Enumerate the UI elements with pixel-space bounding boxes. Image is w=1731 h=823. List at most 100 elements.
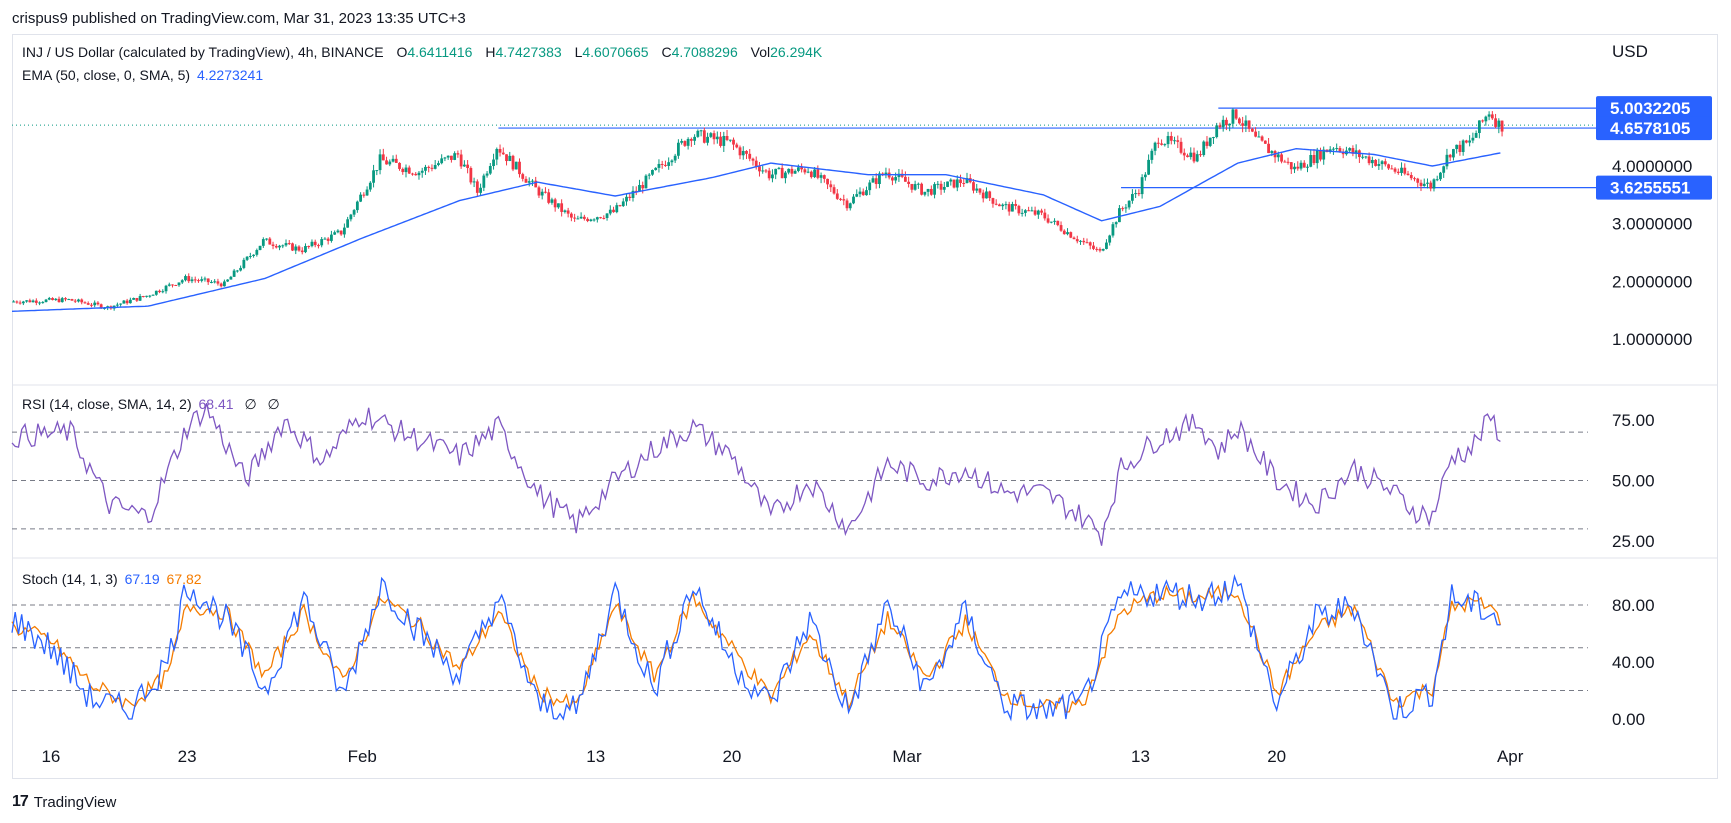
candle-body [378,154,382,171]
candle-body [547,192,551,203]
candle-body [790,168,794,174]
candle-body [437,163,440,166]
candle-body [1036,210,1040,215]
candle-body [845,200,849,209]
candle-body [284,243,288,246]
candle-body [219,283,223,287]
volume-label: Vol [750,44,771,60]
candle-body [582,216,586,219]
candle-body [777,167,781,169]
candle-body [1143,174,1147,178]
candle-body [686,138,690,146]
rsi-axis-tick: 75.00 [1612,411,1655,430]
candle-body [592,219,596,221]
stoch-d-line [11,584,1502,714]
candle-body [57,298,61,303]
price-axis-tick: 1.0000000 [1612,330,1692,349]
candle-body [180,280,184,283]
candle-body [706,136,709,143]
candle-body [615,205,619,213]
candle-body [985,191,988,199]
candle-body [855,194,859,197]
candle-body [544,191,547,193]
candle-body [1312,155,1316,164]
candle-body [1390,168,1394,170]
candle-body [1053,220,1056,222]
price-axis-tick: 3.0000000 [1612,215,1692,234]
candle-body [1351,148,1355,154]
time-axis-tick: 20 [1267,747,1286,766]
candle-body [164,285,168,292]
volume-value: 26.294K [770,44,823,60]
candle-body [1059,225,1063,231]
publisher-line: crispus9 published on TradingView.com, M… [12,10,466,27]
candle-body [200,279,204,281]
candle-body [676,142,680,156]
candle-body [1205,141,1209,146]
candle-body [25,300,28,302]
candle-body [73,300,77,302]
candle-body [1049,221,1053,223]
candle-body [625,196,628,202]
candle-body [482,175,486,188]
candle-body [336,230,340,233]
candle-body [1033,210,1037,215]
candle-body [174,285,178,287]
candle-body [197,280,200,282]
candle-body [527,181,531,183]
candle-body [261,239,265,246]
candle-body [18,302,22,304]
candle-body [151,294,155,296]
candle-body [1150,150,1154,160]
candle-body [475,181,479,193]
candle-body [511,155,515,170]
candle-body [80,299,84,303]
candle-body [1195,154,1199,162]
candle-body [719,136,722,146]
candle-body [187,276,191,282]
candle-body [355,201,359,211]
candle-body [352,210,356,215]
candle-body [1338,148,1342,152]
time-axis-tick: 20 [722,747,741,766]
candle-body [683,141,687,146]
candle-body [1487,114,1491,117]
candle-body [1095,248,1099,250]
candle-body [1361,156,1365,158]
candle-body [660,163,664,165]
candle-body [86,303,90,305]
candle-body [294,246,298,251]
candle-body [1468,140,1472,143]
candle-body [135,297,139,301]
rsi-axis-tick: 25.00 [1612,532,1655,551]
candle-body [1426,182,1429,184]
candle-body [1370,159,1374,164]
candle-body [64,298,67,300]
candle-body [368,182,372,190]
candle-body [1429,182,1433,189]
candle-body [38,302,41,304]
candle-body [1377,164,1381,166]
candle-body [1348,148,1352,151]
candle-body [1289,162,1293,170]
candle-body [459,154,463,167]
close-label: C [661,44,672,60]
candle-body [861,191,865,196]
candle-body [440,158,444,164]
candle-body [972,182,975,191]
candle-body [359,194,363,202]
candle-body [1121,208,1125,210]
price-axis-tick: 4.0000000 [1612,157,1692,176]
time-axis-tick: 16 [41,747,60,766]
candle-body [1156,142,1160,144]
candle-body [916,183,920,185]
candle-body [310,241,314,247]
candle-body [190,279,194,282]
candle-body [1179,141,1183,153]
candle-body [333,232,337,235]
candle-body [965,178,969,184]
candle-body [391,158,395,162]
candle-body [1299,162,1303,169]
candle-body [628,196,632,198]
